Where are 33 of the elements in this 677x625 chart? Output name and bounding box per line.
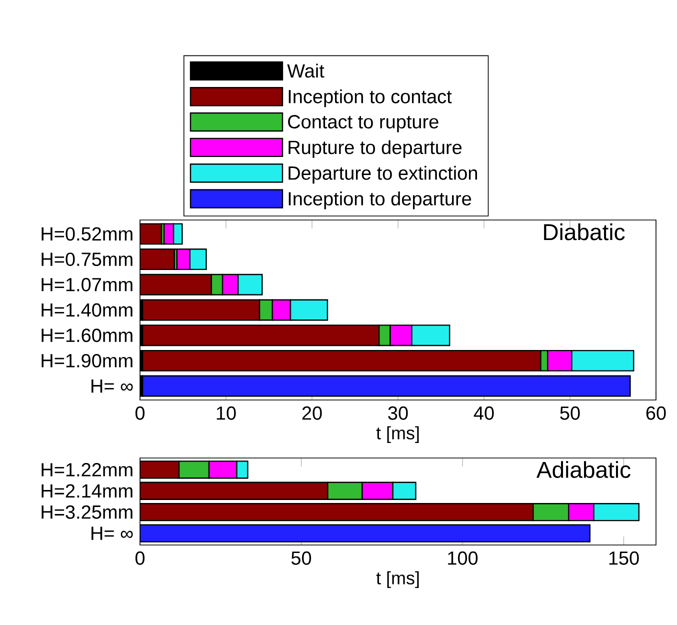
y-tick-label: H=2.14mm [42,484,132,498]
y-tick-label: H=1.40mm [42,303,132,317]
legend-label: Departure to extinction [288,166,477,184]
x-tick-label: 60 [646,406,666,420]
legend-label: Rupture to departure [288,140,462,158]
legend-label: Contact to rupture [288,115,438,132]
legend-label: Inception to departure [288,192,472,210]
y-tick-label: H=1.22mm [42,463,132,476]
y-tick-label: H= ∞ [92,380,133,393]
legend-label: Wait [287,64,324,78]
y-tick-label: H=0.75mm [42,252,132,266]
y-tick-label: H=0.52mm [42,227,132,241]
x-tick-label: 50 [291,551,312,565]
y-tick-label: H= ∞ [92,526,133,540]
chart-title: Diabatic [544,223,625,240]
chart-title: Adiabatic [536,461,630,478]
x-tick-label: 20 [302,406,322,420]
x-tick-label: 100 [448,551,478,565]
bar [142,375,631,397]
x-tick-label: 50 [560,406,580,420]
x-tick-label: 150 [609,551,639,565]
legend-label: Inception to contact [288,89,452,108]
x-tick-label: 0 [135,551,145,565]
y-tick-label: H=1.90mm [42,354,132,368]
x-axis-title: t [ms] [376,571,419,588]
x-tick-label: 0 [135,406,145,420]
x-axis-title: t [ms] [376,426,419,444]
y-tick-label: H=3.25mm [42,505,132,519]
x-tick-label: 30 [388,406,408,420]
x-tick-label: 10 [216,406,236,420]
y-tick-label: H=1.07mm [42,278,132,292]
y-tick-label: H=1.60mm [42,328,132,342]
x-tick-label: 40 [474,406,494,420]
